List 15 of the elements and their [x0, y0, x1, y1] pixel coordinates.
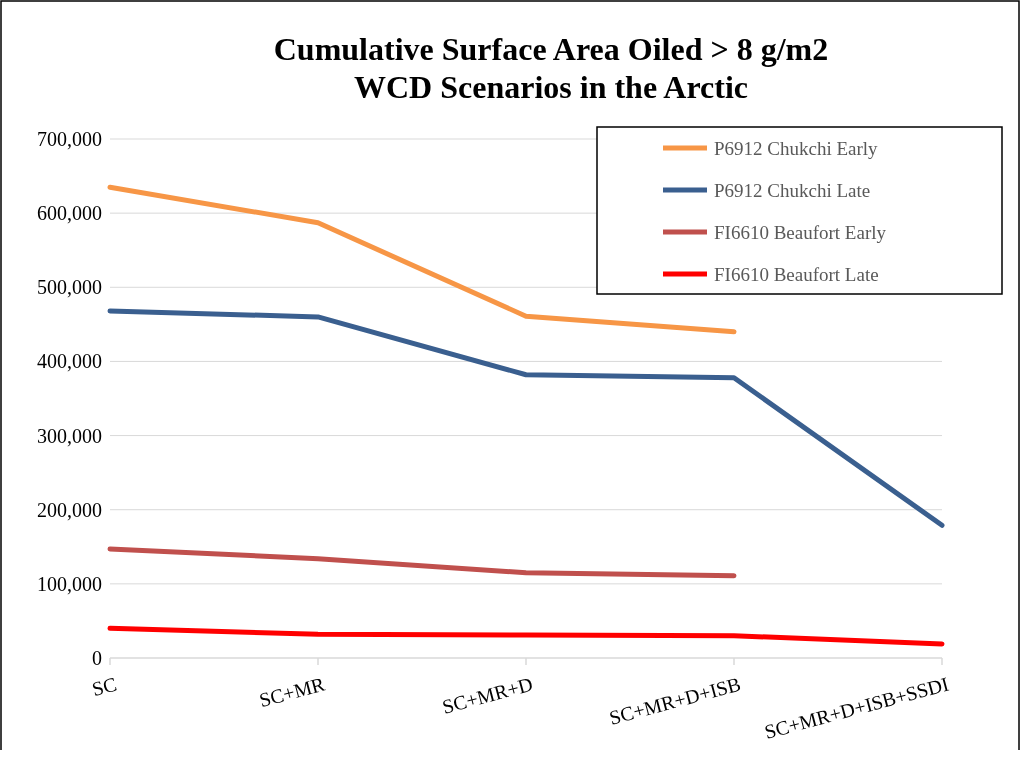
legend-label: P6912 Chukchi Late [714, 179, 871, 201]
x-tick-label: SC+MR [256, 672, 328, 712]
legend-label: FI6610 Beaufort Late [714, 263, 879, 285]
y-tick-label: 0 [92, 647, 102, 669]
y-tick-label: 500,000 [37, 276, 102, 299]
y-tick-label: 400,000 [37, 350, 102, 373]
legend-label: P6912 Chukchi Early [714, 137, 879, 159]
x-tick-label: SC [89, 672, 120, 701]
y-tick-label: 100,000 [37, 572, 102, 595]
y-tick-label: 700,000 [37, 128, 102, 150]
legend-label: FI6610 Beaufort Early [714, 221, 887, 243]
y-tick-label: 600,000 [37, 202, 102, 225]
y-tick-label: 300,000 [37, 424, 102, 447]
chart-title: Cumulative Surface Area Oiled > 8 g/m2 WCD Scenarios in the Arctic [273, 31, 829, 105]
y-tick-label: 200,000 [37, 498, 102, 521]
